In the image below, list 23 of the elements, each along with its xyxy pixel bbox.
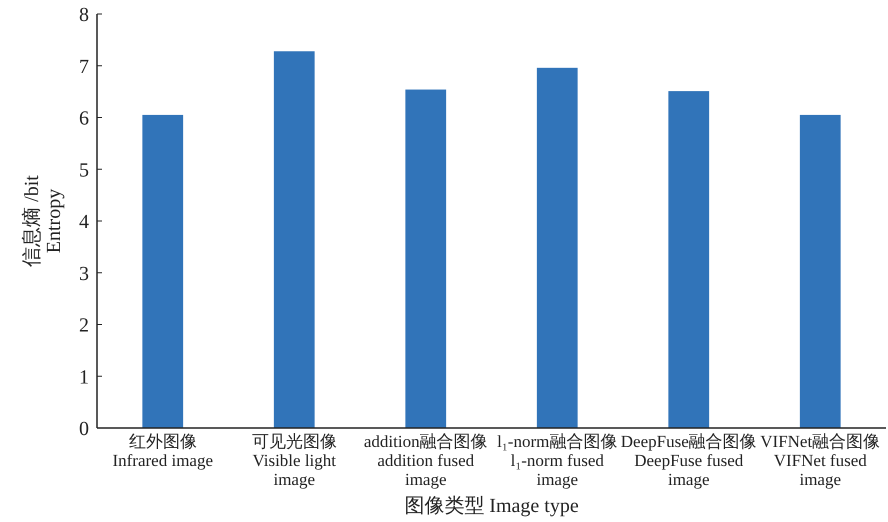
x-tick-label: 可见光图像 Visible light image [252, 432, 337, 489]
y-tick-label: 3 [79, 262, 89, 285]
bar [274, 51, 315, 428]
bar [536, 68, 578, 428]
x-tick-label: VIFNet融合图像 VIFNet fused image [760, 432, 880, 489]
bar [800, 114, 841, 428]
x-tick-label: DeepFuse融合图像 DeepFuse fused image [620, 432, 757, 489]
bar [668, 91, 710, 428]
y-axis-title: 信息熵 /bit Entropy [21, 174, 65, 267]
bar [142, 114, 184, 428]
y-tick-label: 7 [79, 56, 89, 78]
x-axis-title: 图像类型 Image type [404, 495, 579, 517]
y-tick-label: 1 [79, 366, 89, 388]
y-tick-label: 5 [79, 159, 89, 182]
x-tick-label: 红外图像 Infrared image [112, 432, 214, 470]
x-tick-label: l₁-norm融合图像 l₁-norm fused image [497, 432, 618, 489]
y-tick-label: 4 [79, 211, 89, 233]
y-tick-label: 8 [79, 4, 89, 26]
bar [405, 90, 446, 428]
y-tick-label: 0 [79, 418, 89, 440]
x-tick-label: addition融合图像 addition fused image [364, 432, 488, 489]
y-tick-label: 6 [79, 108, 89, 130]
y-tick-label: 2 [79, 314, 89, 336]
